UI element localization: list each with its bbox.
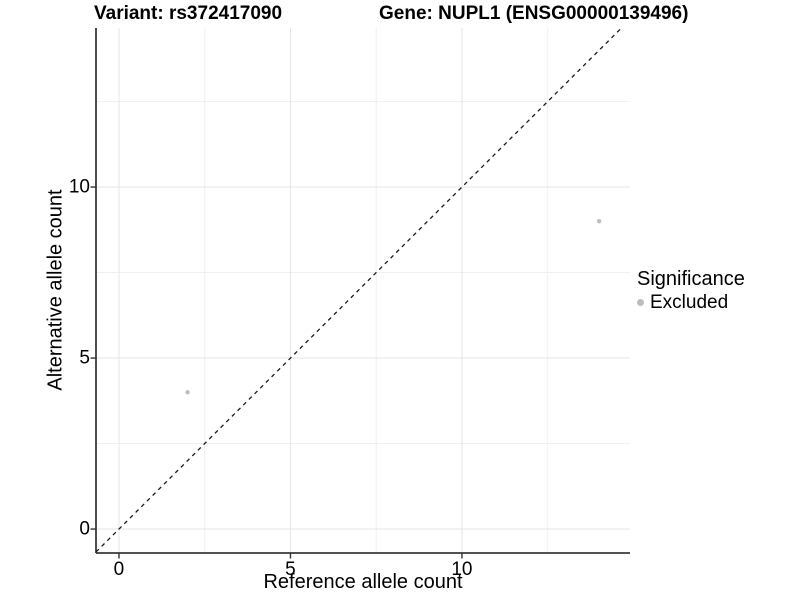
legend-item-label: Excluded	[650, 292, 729, 313]
legend-item-excluded: Excluded	[637, 293, 745, 312]
variant-title: Variant: rs372417090	[94, 3, 283, 24]
x-axis-tick-label: 10	[451, 559, 473, 580]
excluded-point-icon	[637, 299, 644, 306]
y-axis-tick-label: 10	[68, 176, 90, 198]
x-axis-tick-label: 0	[113, 559, 125, 580]
y-axis-tick-label: 5	[79, 347, 90, 369]
identity-dashed-line	[95, 27, 622, 553]
legend: Significance Excluded	[637, 268, 745, 312]
x-axis-title: Reference allele count	[263, 571, 463, 593]
gene-title: Gene: NUPL1 (ENSG00000139496)	[379, 3, 689, 24]
legend-title: Significance	[637, 268, 745, 290]
x-axis-tick-label: 5	[285, 559, 296, 580]
y-axis-tick-label: 0	[79, 518, 90, 540]
data-point	[596, 219, 602, 224]
data-point	[185, 390, 190, 395]
y-axis-title: Alternative allele count	[44, 189, 67, 391]
